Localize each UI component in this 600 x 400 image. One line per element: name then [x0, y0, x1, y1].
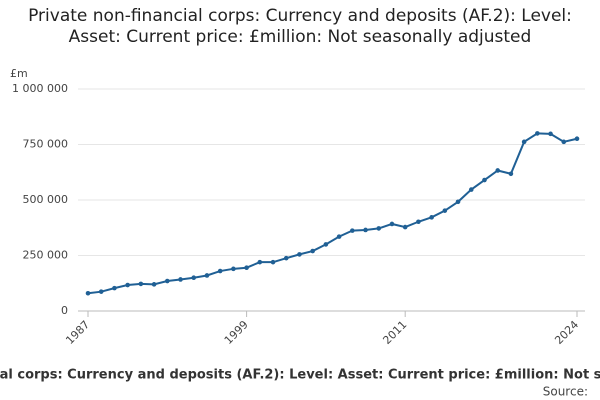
- point: [138, 281, 144, 287]
- point: [535, 131, 540, 136]
- y-tick-label: 1 000 000: [12, 82, 68, 95]
- point: [151, 282, 157, 287]
- point: [310, 248, 315, 254]
- chart-title: Private non-financial corps: Currency an…: [28, 6, 572, 47]
- point: [548, 131, 553, 137]
- point: [257, 259, 263, 265]
- y-tick-label: 500 000: [23, 193, 69, 206]
- point: [244, 265, 249, 271]
- x-tick-label: 1987: [63, 318, 92, 347]
- point: [164, 278, 170, 284]
- point: [574, 136, 580, 142]
- point: [455, 199, 461, 205]
- point: [283, 255, 289, 261]
- x-tick-label: 2011: [380, 318, 409, 347]
- point: [442, 208, 448, 213]
- footer: Private non-financial corps: Currency an…: [0, 368, 600, 383]
- y-tick-label: 250 000: [23, 249, 69, 262]
- point: [191, 275, 197, 281]
- point: [468, 187, 474, 192]
- point: [429, 215, 434, 220]
- point: [270, 259, 276, 265]
- point: [98, 289, 104, 294]
- point: [112, 285, 117, 291]
- x-tick-label: 1999: [222, 318, 251, 347]
- point: [495, 168, 501, 173]
- point: [416, 219, 421, 225]
- point: [350, 228, 355, 233]
- point: [178, 277, 183, 282]
- point: [323, 242, 329, 247]
- point: [297, 252, 302, 257]
- point: [336, 234, 342, 239]
- point: [217, 268, 223, 274]
- point: [561, 139, 567, 145]
- point: [376, 226, 382, 231]
- point: [204, 273, 210, 278]
- point: [389, 221, 395, 227]
- y-tick-label: 750 000: [23, 138, 69, 151]
- line: [87, 132, 578, 295]
- point: [231, 266, 236, 272]
- point: [402, 224, 408, 230]
- point: [521, 139, 527, 145]
- point: [482, 177, 487, 183]
- y-axis-label: £m: [10, 67, 28, 80]
- source: Source:: [543, 385, 588, 399]
- x-tick-label: 2024: [552, 318, 581, 347]
- point: [508, 171, 514, 177]
- point: [363, 227, 368, 233]
- point: [125, 282, 130, 288]
- y-tick-label: 0: [61, 304, 68, 317]
- point: [85, 290, 91, 296]
